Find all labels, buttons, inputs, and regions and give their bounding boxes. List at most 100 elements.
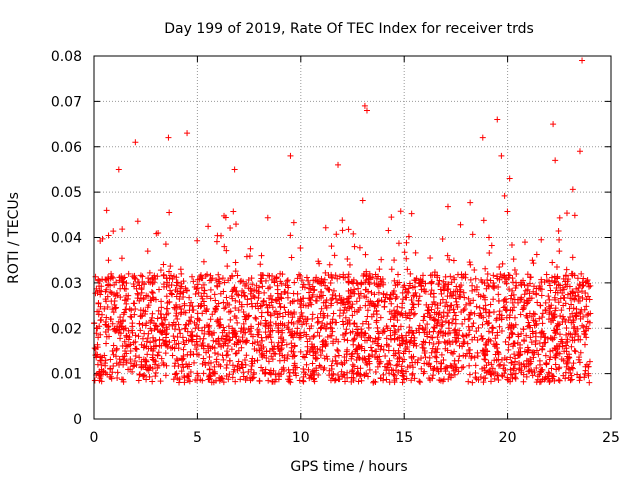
data-point: [553, 284, 560, 291]
data-point: [278, 295, 285, 302]
data-point: [197, 272, 204, 279]
data-point: [361, 347, 368, 354]
data-point: [461, 294, 468, 301]
data-point: [158, 342, 165, 349]
data-point: [173, 274, 180, 281]
data-point: [550, 312, 557, 319]
data-point: [497, 361, 504, 368]
data-point: [122, 347, 129, 354]
data-point: [495, 351, 502, 358]
data-point: [344, 255, 351, 262]
data-point: [158, 298, 165, 305]
data-point: [486, 249, 493, 256]
data-point: [341, 360, 348, 367]
data-point: [105, 232, 112, 239]
data-point: [450, 288, 457, 295]
data-point: [144, 248, 151, 255]
data-point: [576, 354, 583, 361]
data-point: [167, 272, 174, 279]
data-point: [300, 373, 307, 380]
data-point: [104, 293, 111, 300]
data-point: [250, 369, 257, 376]
data-point: [245, 312, 252, 319]
data-point: [345, 271, 352, 278]
data-point: [135, 291, 142, 298]
data-point: [225, 337, 232, 344]
data-point: [305, 277, 312, 284]
data-point: [494, 116, 501, 123]
data-point: [508, 360, 515, 367]
data-point: [182, 309, 189, 316]
data-point: [197, 376, 204, 383]
data-point: [350, 377, 357, 384]
data-point: [399, 312, 406, 319]
data-point: [272, 308, 279, 315]
data-point: [328, 332, 335, 339]
data-point: [421, 349, 428, 356]
data-point: [154, 352, 161, 359]
data-point: [174, 334, 181, 341]
data-point: [232, 378, 239, 385]
data-point: [582, 289, 589, 296]
data-point: [413, 293, 420, 300]
data-point: [294, 319, 301, 326]
data-point: [303, 361, 310, 368]
data-point: [272, 320, 279, 327]
data-point: [274, 311, 281, 318]
data-point: [349, 301, 356, 308]
data-point: [534, 299, 541, 306]
data-point: [306, 285, 313, 292]
data-point: [297, 273, 304, 280]
data-point: [538, 286, 545, 293]
data-point: [547, 348, 554, 355]
data-point: [274, 290, 281, 297]
data-point: [400, 373, 407, 380]
data-point: [324, 285, 331, 292]
data-point: [185, 337, 192, 344]
data-point: [453, 283, 460, 290]
data-point: [283, 341, 290, 348]
data-point: [361, 371, 368, 378]
data-point: [127, 360, 134, 367]
data-point: [277, 334, 284, 341]
data-point: [581, 370, 588, 377]
data-point: [238, 344, 245, 351]
data-point: [133, 346, 140, 353]
data-point: [343, 307, 350, 314]
data-point: [435, 340, 442, 347]
data-point: [319, 320, 326, 327]
data-point: [408, 377, 415, 384]
data-point: [244, 301, 251, 308]
data-point: [281, 357, 288, 364]
y-tick-label: 0.01: [51, 367, 82, 383]
data-point: [124, 343, 131, 350]
data-point: [137, 272, 144, 279]
data-point: [291, 362, 298, 369]
data-point: [444, 339, 451, 346]
data-point: [463, 301, 470, 308]
data-point: [174, 375, 181, 382]
data-point: [249, 333, 256, 340]
data-point: [157, 267, 164, 274]
data-point: [421, 368, 428, 375]
data-point: [319, 347, 326, 354]
y-tick-label: 0.03: [51, 276, 82, 292]
data-point: [224, 351, 231, 358]
data-point: [567, 369, 574, 376]
data-point: [496, 263, 503, 270]
data-point: [421, 313, 428, 320]
data-point: [260, 297, 267, 304]
data-point: [196, 317, 203, 324]
data-point: [234, 272, 241, 279]
data-point: [95, 311, 102, 318]
data-point: [163, 362, 170, 369]
data-point: [103, 286, 110, 293]
data-point: [329, 358, 336, 365]
data-point: [426, 328, 433, 335]
data-point: [562, 278, 569, 285]
data-point: [415, 297, 422, 304]
data-point: [143, 338, 150, 345]
data-point: [456, 342, 463, 349]
data-point: [216, 374, 223, 381]
data-point: [525, 319, 532, 326]
